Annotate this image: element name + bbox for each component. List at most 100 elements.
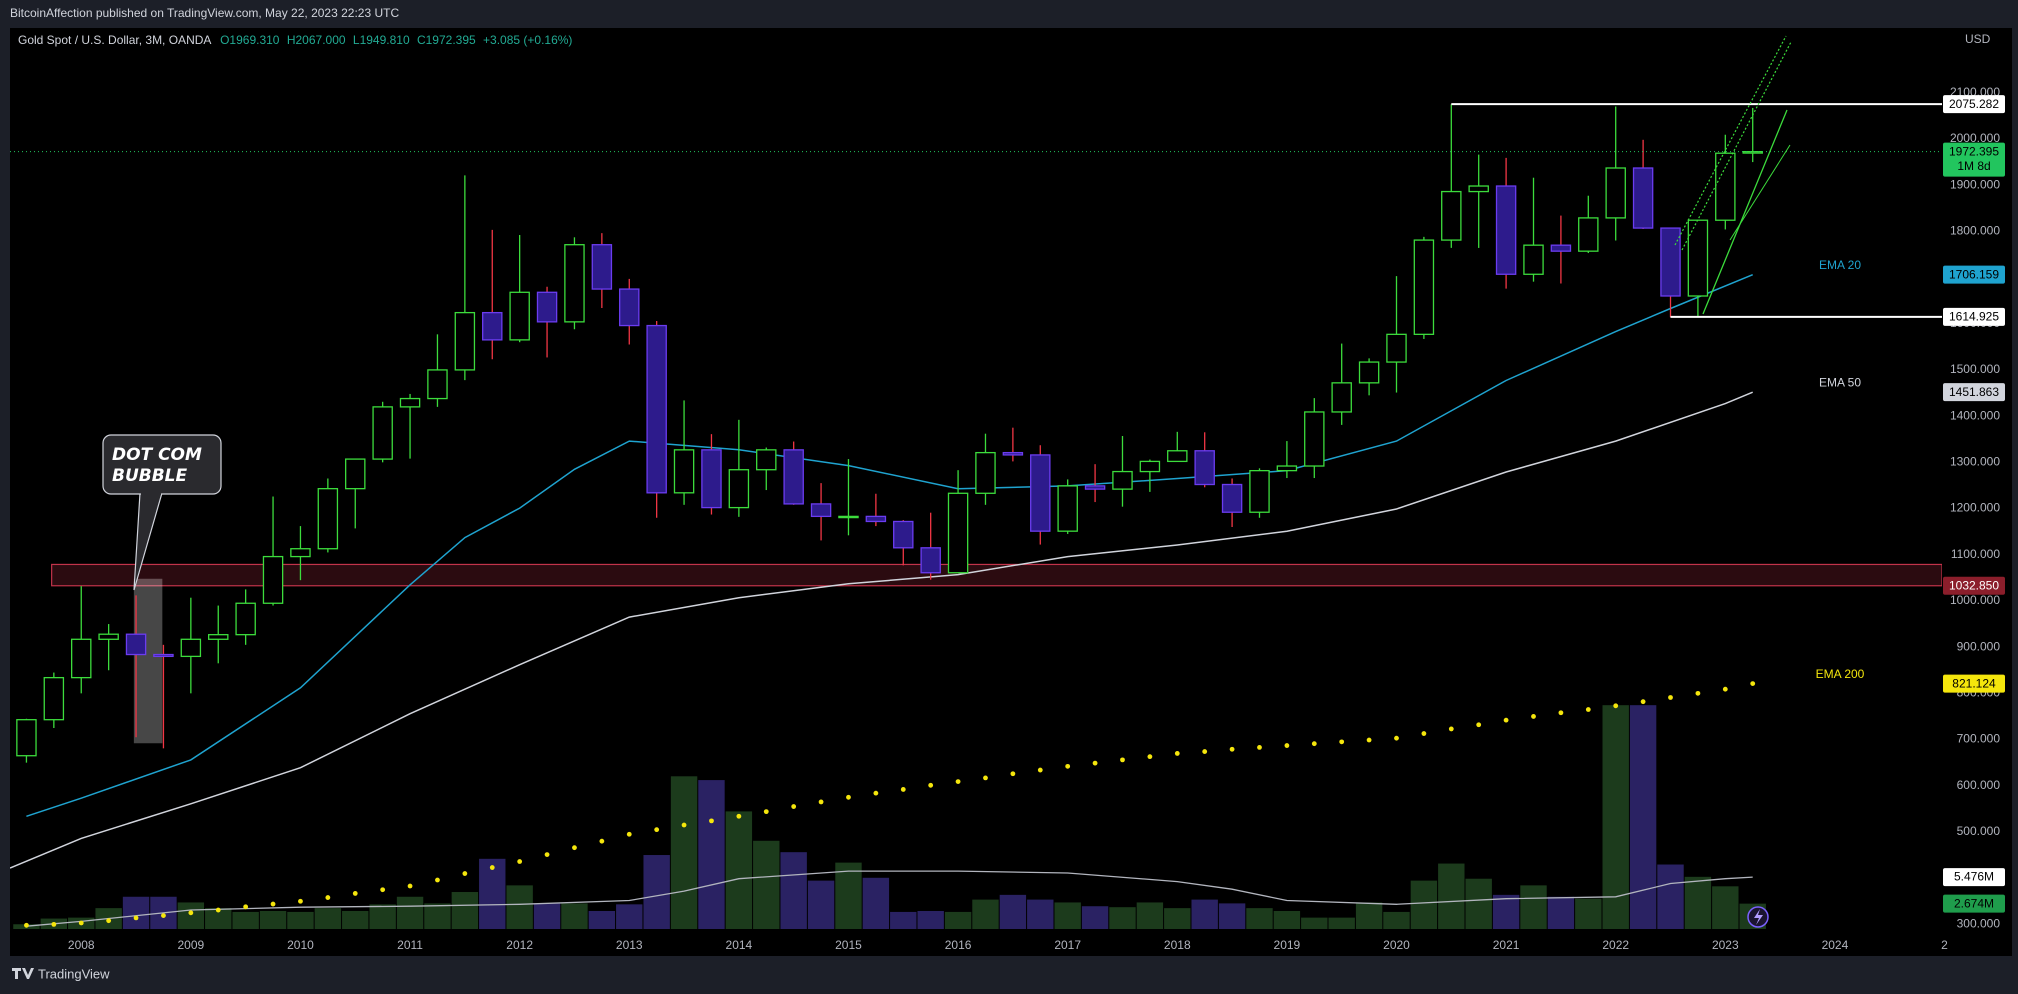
support-zone [51, 563, 1942, 587]
candle-body [810, 503, 832, 518]
x-tick-label: 2021 [1493, 938, 1520, 952]
candle-body [1441, 190, 1462, 241]
volume-bar [177, 902, 205, 929]
ema-dot [51, 921, 57, 927]
ema-tag-bg [1943, 265, 2005, 284]
trend-line [1674, 35, 1787, 246]
candle-body [1249, 469, 1270, 513]
level-tag: 1614.925 [1949, 309, 1999, 323]
y-tick-label: 1200.000 [1950, 501, 2000, 515]
volume-bar [1109, 907, 1136, 929]
candle-body [591, 244, 613, 290]
volume-bar [287, 911, 314, 929]
y-tick-label: 2000.000 [1950, 131, 2000, 145]
ema-tag: 1706.159 [1949, 267, 1999, 281]
ema-dot [1558, 710, 1564, 716]
volume-bar [479, 858, 506, 929]
axes: 300.000400.000500.000600.000700.000800.0… [68, 85, 2000, 952]
volume-bar [1438, 863, 1465, 929]
volume-bar [1602, 705, 1629, 929]
candle-body [1139, 460, 1161, 473]
volume-bar [1410, 880, 1438, 929]
candle-body [1304, 411, 1325, 467]
volume-bar [670, 776, 698, 929]
last-price-tag: 1972.395 [1949, 144, 1999, 158]
volume-bar [1712, 886, 1739, 929]
volume-bar [1355, 902, 1383, 929]
ema-tag-bg [1943, 674, 2005, 693]
volume-bar [122, 896, 150, 929]
brand-logo [12, 968, 34, 979]
candle-body [180, 638, 202, 658]
candle-body [1194, 450, 1215, 486]
candle-body [1413, 239, 1435, 335]
volume-bar [396, 896, 424, 929]
volume-bar [1218, 903, 1246, 929]
x-tick-label: 2013 [616, 938, 643, 952]
y-tick-label: 1400.000 [1950, 408, 2000, 422]
ohlc-value: O1969.310 [220, 33, 280, 47]
volume-bar [1629, 705, 1657, 929]
candle-body [1331, 382, 1352, 413]
level-tag-bg [1943, 95, 2005, 114]
volume-bar [1054, 902, 1081, 929]
volume-bar [259, 910, 287, 929]
candle-body [290, 548, 311, 558]
ema-tag-bg [1943, 383, 2005, 402]
currency: USD [1965, 32, 1991, 46]
volume-bar [1136, 902, 1164, 929]
ema-tag: 1451.863 [1949, 385, 1999, 399]
volume-bar [1547, 896, 1575, 929]
y-tick-label: 1300.000 [1950, 454, 2000, 468]
ema-dot [1613, 703, 1619, 709]
ema-dot [243, 904, 249, 910]
alert-icon-bolt [1754, 909, 1763, 925]
ema-dot [462, 871, 468, 876]
x-tick-label: 2024 [1822, 938, 1849, 952]
ema-label: EMA 200 [1816, 667, 1865, 681]
ema-dot [1037, 767, 1043, 773]
ema-dot [1202, 749, 1208, 754]
candle-body [1578, 217, 1599, 252]
volume-bar [698, 780, 725, 929]
volume-bar [561, 903, 588, 929]
ema-dot [1668, 695, 1673, 700]
candle-body [208, 634, 229, 640]
volume-bar [451, 892, 479, 929]
level-tag-bg [1943, 307, 2005, 326]
candle-body [838, 515, 859, 519]
candle-body [728, 469, 750, 509]
volume-bar [1301, 917, 1328, 929]
candle-body [125, 633, 147, 656]
ema-label: EMA 50 [1819, 375, 1861, 389]
volume-bar [753, 840, 780, 929]
volume-bar [506, 885, 533, 929]
candle-body [153, 653, 174, 658]
candle-body [865, 515, 887, 523]
ema-dot [928, 782, 934, 788]
candle-body [1468, 185, 1489, 193]
symbol: Gold Spot / U.S. Dollar, 3M, OANDA [18, 33, 211, 47]
volume-bar [1520, 885, 1547, 929]
candle-body [1030, 454, 1051, 532]
candle-body [262, 555, 284, 604]
ema-dot [818, 799, 824, 805]
callout-text: DOT COM [112, 445, 202, 465]
trend-line [1729, 144, 1791, 241]
ema-dot [1065, 763, 1071, 769]
ema-dot [407, 883, 413, 889]
ema-dot [681, 822, 687, 828]
ema-dot [215, 907, 221, 913]
y-tick-label: 1900.000 [1950, 177, 2000, 191]
x-tick-label: 2022 [1602, 938, 1629, 952]
volume-tag: 2.674M [1954, 896, 1994, 910]
volume-bar [1328, 917, 1355, 929]
x-tick-label: 2016 [945, 938, 972, 952]
x-tick-label: 2023 [1712, 938, 1739, 952]
candle-body [98, 633, 119, 640]
ema-dot [78, 920, 84, 926]
volume-bar [643, 855, 670, 929]
y-tick-label: 500.000 [1957, 824, 2001, 838]
ema-dot [435, 877, 440, 883]
candle-body [1112, 470, 1133, 490]
